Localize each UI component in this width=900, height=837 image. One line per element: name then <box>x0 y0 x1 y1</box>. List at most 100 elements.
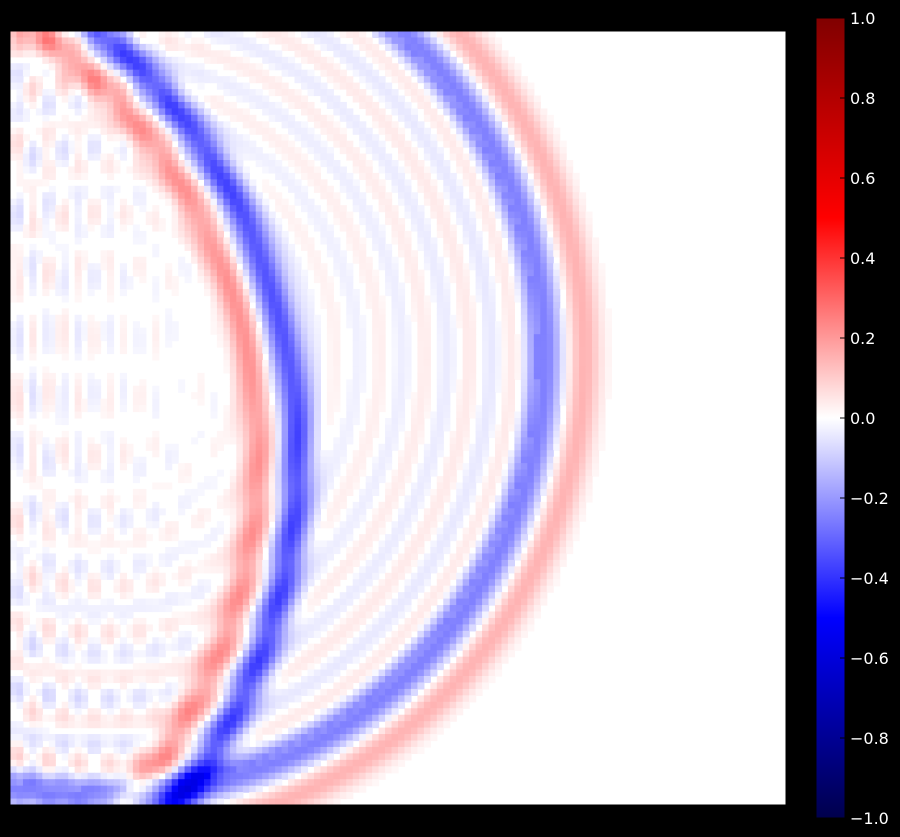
heatmap-cell <box>74 282 82 290</box>
heatmap-cell <box>288 276 296 284</box>
heatmap-cell <box>540 482 548 490</box>
heatmap-cell <box>326 37 334 45</box>
heatmap-cell <box>16 108 24 116</box>
heatmap-cell <box>540 359 548 367</box>
heatmap-cell <box>236 418 244 426</box>
heatmap-cell <box>456 134 464 142</box>
heatmap-cell <box>372 308 380 316</box>
heatmap-cell <box>48 37 56 45</box>
heatmap-cell <box>10 398 18 406</box>
heatmap-cell <box>404 63 412 71</box>
heatmap-cell <box>132 192 140 200</box>
heatmap-cell <box>482 398 490 406</box>
heatmap-cell <box>107 69 115 77</box>
heatmap-cell <box>585 314 593 322</box>
heatmap-cell <box>68 56 76 64</box>
heatmap-cell <box>74 340 82 348</box>
heatmap-cell <box>540 314 548 322</box>
heatmap-cell <box>462 314 470 322</box>
heatmap-cell <box>553 385 561 393</box>
heatmap-cell <box>475 121 483 129</box>
heatmap-cell <box>566 185 574 193</box>
heatmap-cell <box>191 250 199 258</box>
heatmap-cell <box>572 385 580 393</box>
heatmap-cell <box>391 205 399 213</box>
heatmap-cell <box>404 147 412 155</box>
heatmap-cell <box>145 82 153 90</box>
heatmap-cell <box>191 185 199 193</box>
heatmap-cell <box>74 392 82 400</box>
heatmap-cell <box>275 50 283 58</box>
heatmap-cell <box>430 269 438 277</box>
heatmap-cell <box>210 56 218 64</box>
heatmap-cell <box>275 37 283 45</box>
heatmap-cell <box>119 508 127 516</box>
heatmap-cell <box>443 463 451 471</box>
heatmap-cell <box>404 243 412 251</box>
heatmap-cell <box>216 172 224 180</box>
heatmap-cell <box>417 437 425 445</box>
heatmap-cell <box>527 101 535 109</box>
heatmap-cell <box>410 134 418 142</box>
heatmap-cell <box>559 359 567 367</box>
heatmap-cell <box>475 76 483 84</box>
heatmap-cell <box>533 366 541 374</box>
heatmap-cell <box>359 456 367 464</box>
heatmap-cell <box>184 69 192 77</box>
heatmap-cell <box>339 437 347 445</box>
heatmap-cell <box>229 147 237 155</box>
heatmap-cell <box>527 282 535 290</box>
heatmap-cell <box>204 147 212 155</box>
heatmap-cell <box>262 237 270 245</box>
heatmap-cell <box>398 179 406 187</box>
heatmap-cell <box>242 56 250 64</box>
heatmap-cell <box>307 385 315 393</box>
heatmap-cell <box>301 469 309 477</box>
heatmap-cell <box>333 353 341 361</box>
heatmap-cell <box>48 282 56 290</box>
heatmap-cell <box>585 282 593 290</box>
heatmap-cell <box>262 256 270 264</box>
heatmap-cell <box>501 379 509 387</box>
heatmap-cell <box>417 230 425 238</box>
heatmap-cell <box>107 63 115 71</box>
heatmap-cell <box>514 495 522 503</box>
heatmap-cell <box>436 95 444 103</box>
heatmap-cell <box>514 334 522 342</box>
heatmap-cell <box>145 121 153 129</box>
heatmap-cell <box>10 127 18 135</box>
heatmap-cell <box>216 295 224 303</box>
heatmap-cell <box>410 508 418 516</box>
heatmap-cell <box>482 114 490 122</box>
heatmap-cell <box>346 50 354 58</box>
heatmap-cell <box>372 347 380 355</box>
heatmap-cell <box>210 256 218 264</box>
heatmap-cell <box>423 114 431 122</box>
heatmap-cell <box>255 289 263 297</box>
heatmap-cell <box>42 147 50 155</box>
heatmap-cell <box>145 153 153 161</box>
heatmap-cell <box>540 166 548 174</box>
heatmap-cell <box>501 437 509 445</box>
heatmap-cell <box>553 488 561 496</box>
heatmap-cell <box>372 282 380 290</box>
heatmap-cell <box>281 476 289 484</box>
heatmap-cell <box>495 82 503 90</box>
heatmap-cell <box>320 495 328 503</box>
heatmap-cell <box>546 114 554 122</box>
heatmap-cell <box>514 372 522 380</box>
heatmap-cell <box>404 469 412 477</box>
heatmap-cell <box>313 501 321 509</box>
heatmap-cell <box>488 63 496 71</box>
heatmap-cell <box>42 153 50 161</box>
heatmap-cell <box>107 250 115 258</box>
heatmap-cell <box>456 289 464 297</box>
heatmap-cell <box>417 469 425 477</box>
heatmap-cell <box>55 82 63 90</box>
heatmap-cell <box>294 121 302 129</box>
heatmap-cell <box>579 424 587 432</box>
heatmap-cell <box>81 89 89 97</box>
heatmap-cell <box>29 469 37 477</box>
heatmap-cell <box>178 114 186 122</box>
